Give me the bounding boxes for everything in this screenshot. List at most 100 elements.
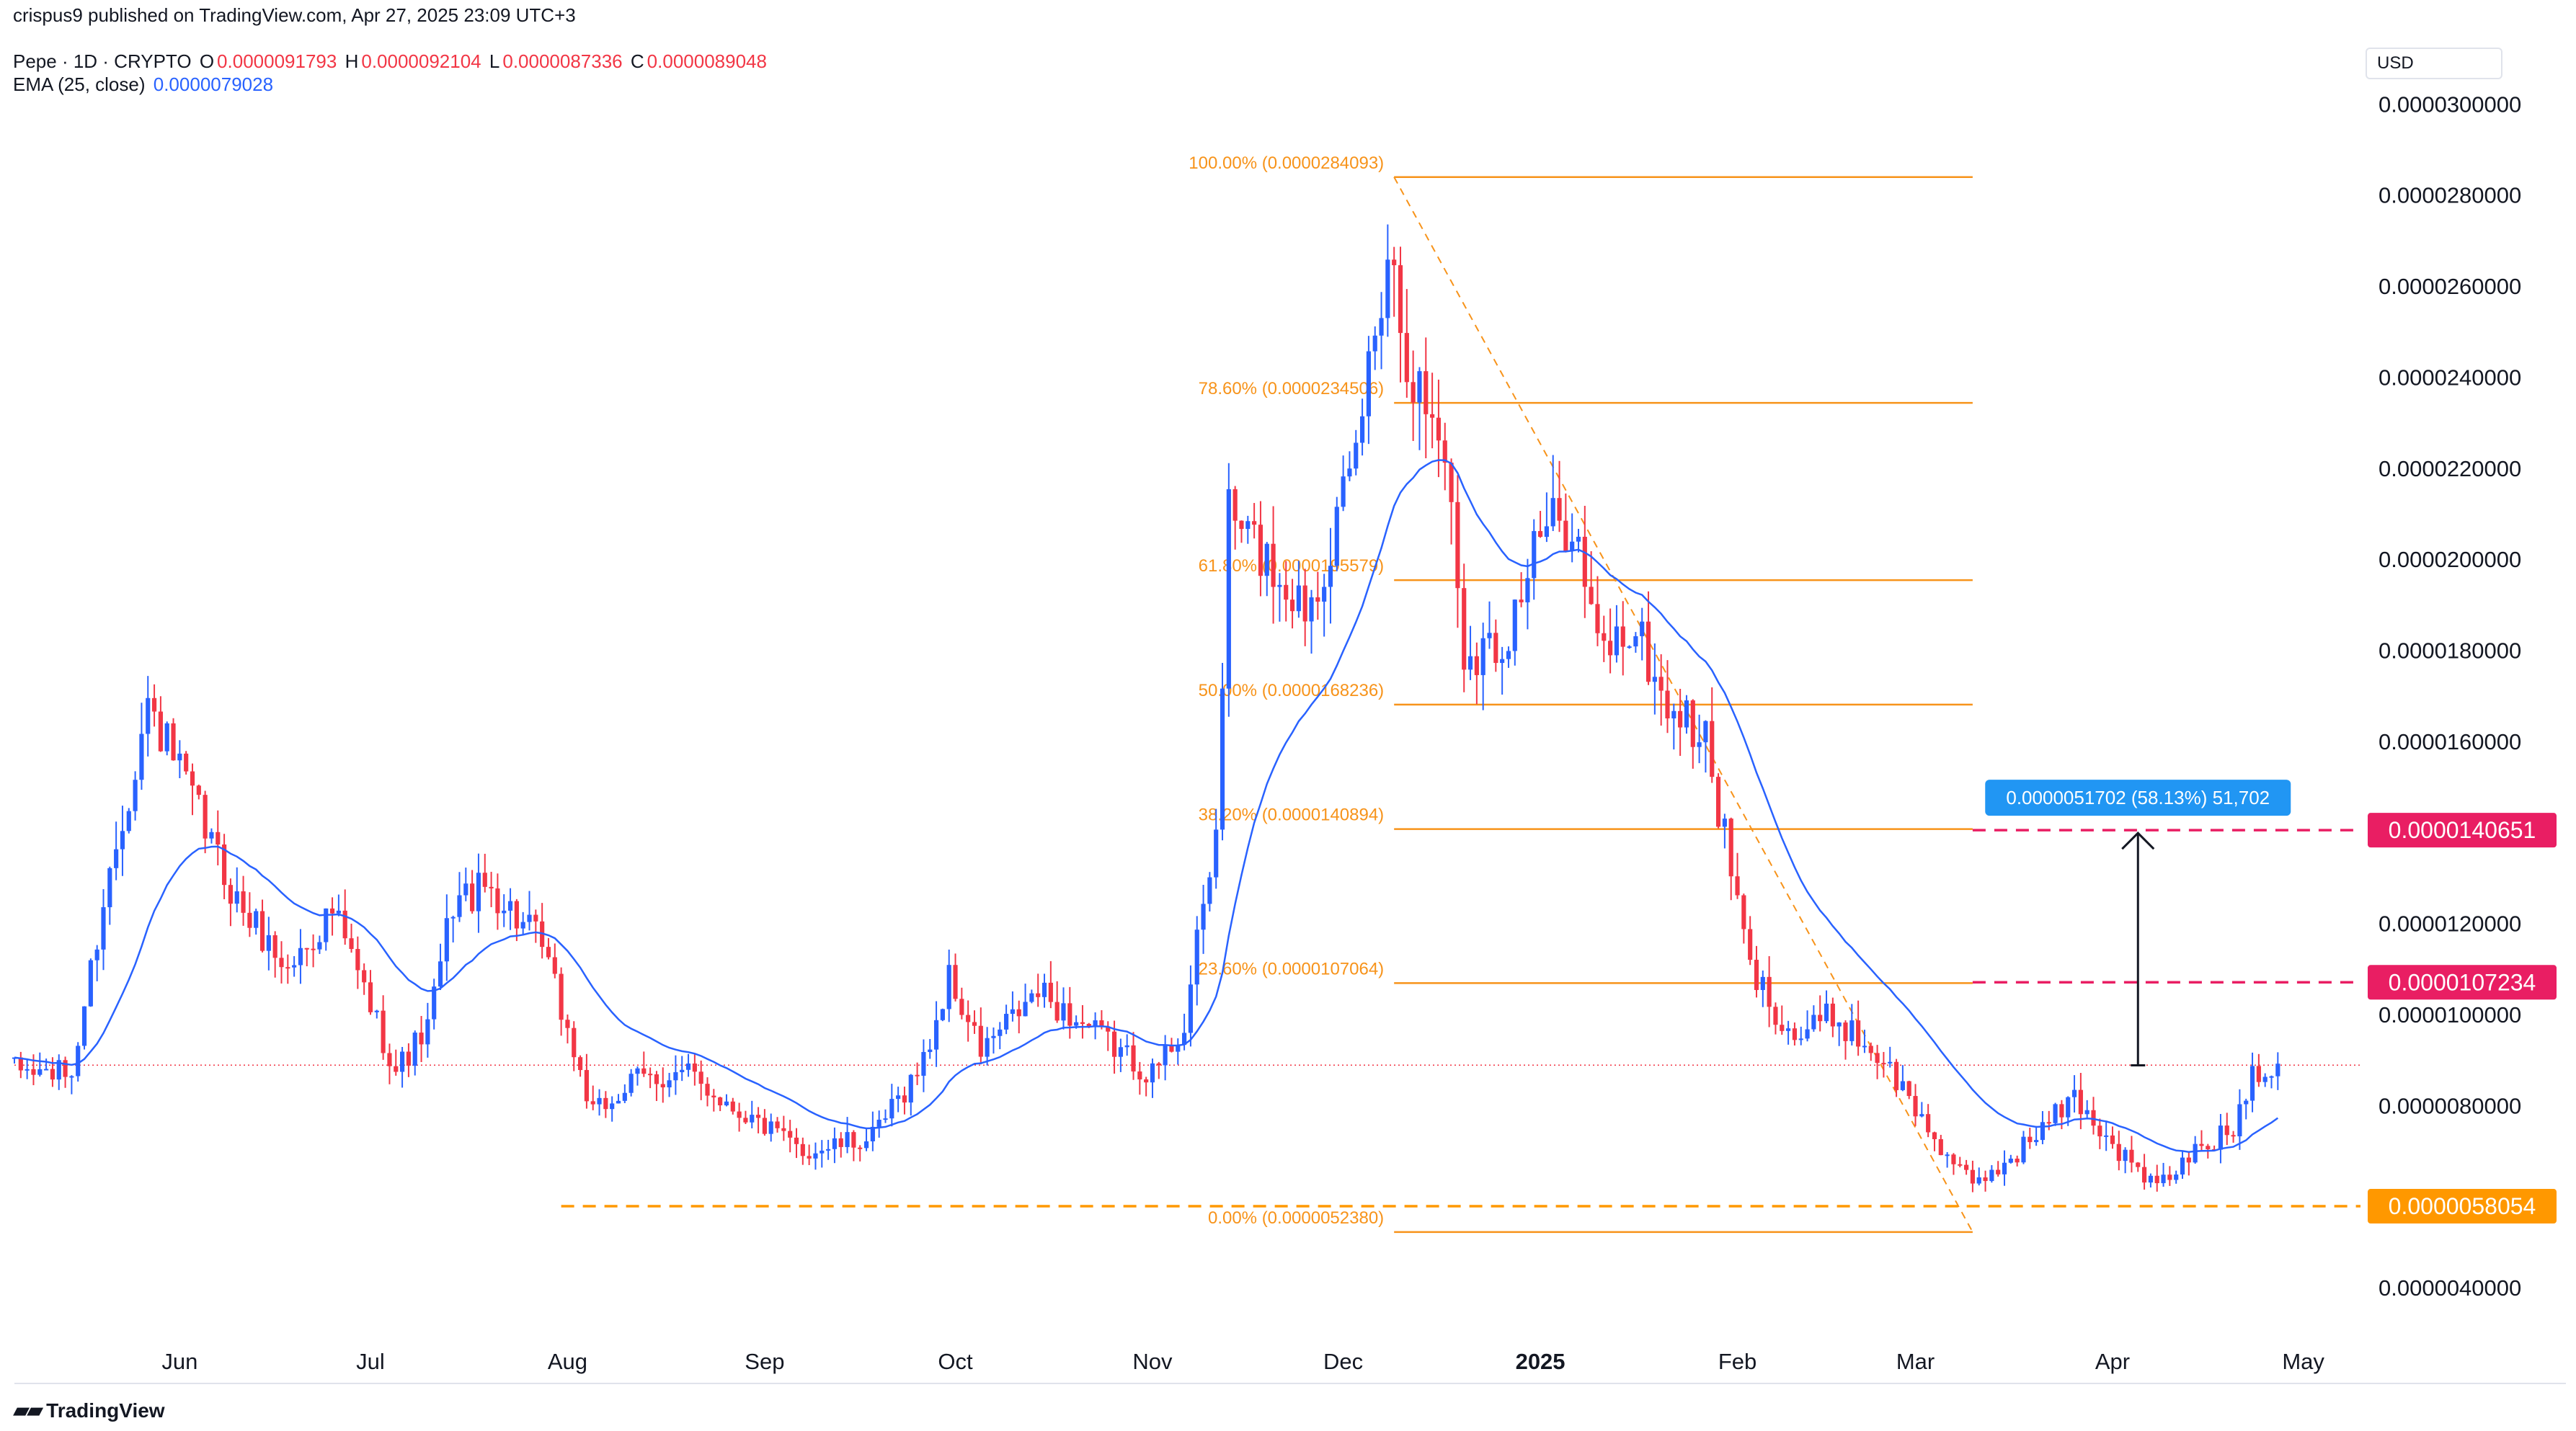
candle-body [241, 891, 246, 913]
measure-label: 0.0000051702 (58.13%) 51,702 [2006, 787, 2270, 808]
candle-body [1347, 468, 1352, 477]
candle-body [438, 961, 443, 987]
candle-body [1277, 584, 1282, 587]
indicator-legend[interactable]: EMA (25, close) 0.0000079028 [13, 73, 276, 96]
candle-body [750, 1115, 755, 1123]
candle-body [1964, 1164, 1969, 1170]
candle-body [1735, 876, 1740, 896]
candle-body [1881, 1063, 1886, 1065]
open-value: 0.0000091793 [217, 50, 337, 72]
candle-body [870, 1126, 875, 1142]
x-tick-label: Sep [745, 1349, 784, 1374]
candle-body [820, 1150, 825, 1154]
candle-body [209, 832, 214, 839]
ema-25-line [14, 459, 2279, 1153]
candle-body [101, 907, 106, 950]
candle-body [114, 849, 119, 868]
candle-body [768, 1121, 773, 1134]
candle-body [1512, 599, 1517, 651]
candle-body [184, 753, 189, 772]
candle-body [622, 1092, 627, 1101]
candle-body [2180, 1157, 2185, 1175]
close-label: C [630, 50, 644, 72]
candle-body [381, 1010, 386, 1053]
candle-body [698, 1071, 703, 1084]
candle-body [1722, 819, 1727, 827]
open-label: O [199, 50, 215, 72]
candle-body [1678, 710, 1683, 728]
candle-body [1843, 1022, 1848, 1041]
candle-body [1983, 1177, 1988, 1182]
candle-body [2193, 1144, 2198, 1163]
candle-body [1989, 1169, 1994, 1182]
candle-body [139, 734, 144, 780]
candle-body [685, 1063, 691, 1070]
candle-body [457, 895, 462, 917]
candle-body [1506, 651, 1511, 659]
candle-body [419, 1033, 424, 1045]
fib-level-label: 78.60% (0.0000234506) [1199, 379, 1385, 398]
symbol-title: Pepe · 1D · CRYPTO [13, 50, 192, 72]
candle-body [1392, 259, 1397, 266]
candle-body [692, 1063, 697, 1072]
candle-body [1830, 1003, 1835, 1027]
candle-body [590, 1101, 595, 1105]
candle-body [1893, 1061, 1899, 1090]
candle-body [1741, 895, 1746, 930]
price-badge [2368, 813, 2557, 848]
x-tick-label: Jun [161, 1349, 197, 1374]
horizontal-lines: 0.0000140651 0.0000107234 0.0000058054 [14, 813, 2557, 1224]
candle-body [1792, 1028, 1798, 1040]
y-tick-label: 0.0000260000 [2379, 274, 2521, 299]
candle-body [432, 986, 437, 1020]
candle-body [1467, 656, 1473, 670]
candle-body [2136, 1162, 2141, 1167]
candle-body [660, 1084, 665, 1088]
candle-body [1690, 700, 1695, 747]
candle-body [1519, 599, 1524, 602]
candle-body [1258, 525, 1263, 576]
candle-body [705, 1084, 710, 1096]
candle-body [1480, 638, 1485, 675]
candle-body [1652, 677, 1657, 682]
candle-body [1366, 351, 1371, 416]
candle-body [355, 949, 360, 971]
indicator-value: 0.0000079028 [153, 73, 274, 95]
candle-body [1137, 1071, 1142, 1080]
candle-body [1888, 1061, 1893, 1064]
candle-body [1124, 1045, 1129, 1048]
y-tick-label: 0.0000160000 [2379, 729, 2521, 754]
candle-body [25, 1069, 30, 1071]
candle-body [203, 795, 208, 839]
candle-body [76, 1046, 81, 1076]
candle-body [959, 999, 964, 1015]
candle-body [31, 1069, 36, 1075]
candle-body [520, 922, 525, 929]
indicator-label: EMA (25, close) [13, 73, 146, 95]
fib-level-label: 100.00% (0.0000284093) [1189, 153, 1384, 173]
tradingview-logo[interactable]: ▰▰ TradingView [13, 1398, 165, 1423]
fib-level-label: 23.60% (0.0000107064) [1199, 959, 1385, 978]
candle-body [44, 1069, 49, 1071]
fib-level-label: 61.80% (0.0000195579) [1199, 556, 1385, 576]
candle-body [826, 1149, 831, 1151]
y-tick-label: 0.0000280000 [2379, 183, 2521, 208]
candle-body [2231, 1135, 2236, 1137]
candle-body [1220, 688, 1225, 830]
x-tick-label: Mar [1896, 1349, 1935, 1374]
candle-body [1131, 1045, 1136, 1072]
candle-body [387, 1053, 392, 1066]
candle-body [2078, 1089, 2083, 1115]
close-value: 0.0000089048 [647, 50, 767, 72]
candle-body [863, 1141, 869, 1149]
candle-body [482, 873, 487, 887]
candle-body [1245, 521, 1251, 530]
candle-body [883, 1118, 888, 1120]
candle-body [329, 908, 335, 914]
candle-body [755, 1115, 761, 1118]
candle-body [1398, 265, 1403, 334]
currency-selector[interactable]: USD [2366, 48, 2502, 79]
candle-body [63, 1060, 68, 1077]
candle-body [2040, 1122, 2046, 1141]
